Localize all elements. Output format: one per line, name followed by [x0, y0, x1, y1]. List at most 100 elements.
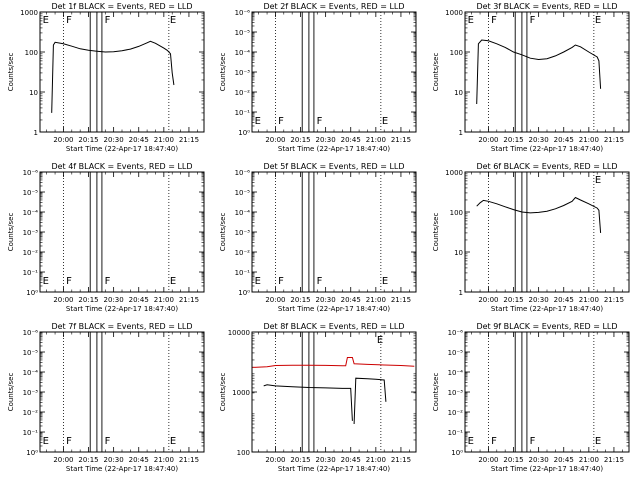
- x-tick-label: 21:15: [604, 456, 624, 464]
- y-tick-label: 10⁻¹: [235, 269, 251, 277]
- x-tick-label: 20:15: [503, 136, 523, 144]
- panel-title: Det 5f BLACK = Events, RED = LLD: [263, 162, 404, 171]
- y-axis-label: Counts/sec: [7, 53, 15, 92]
- x-axis-label: Start Time (22-Apr-17 18:47:40): [66, 465, 178, 473]
- y-axis-label: Counts/sec: [7, 373, 15, 412]
- interval-flag: F: [66, 276, 72, 287]
- x-tick-label: 21:15: [179, 296, 199, 304]
- x-tick-label: 20:00: [265, 136, 285, 144]
- x-tick-label: 20:45: [341, 296, 361, 304]
- y-axis-label: Counts/sec: [7, 213, 15, 252]
- interval-flag: F: [491, 15, 497, 26]
- y-tick-label: 10⁻⁵: [23, 189, 39, 197]
- plot-frame: [39, 11, 205, 133]
- interval-flag: F: [530, 436, 536, 447]
- y-tick-label: 10⁰: [238, 289, 250, 297]
- x-tick-label: 20:00: [478, 456, 498, 464]
- x-tick-label: 21:15: [179, 136, 199, 144]
- interval-flag: E: [255, 116, 261, 127]
- y-tick-label: 10⁻²: [23, 409, 39, 417]
- detector-panel-8: Det 8f BLACK = Events, RED = LLD Counts/s…: [219, 322, 417, 473]
- interval-flag: F: [105, 15, 111, 26]
- y-tick-label: 10⁻⁵: [448, 349, 464, 357]
- x-axis-label: Start Time (22-Apr-17 18:47:40): [491, 465, 603, 473]
- y-tick-label: 10⁻¹: [23, 429, 39, 437]
- y-tick-label: 1: [459, 129, 463, 137]
- x-tick-label: 20:45: [129, 456, 149, 464]
- data-series-line-3: [353, 377, 387, 425]
- y-tick-label: 10⁻⁶: [23, 169, 39, 177]
- x-tick-label: 21:15: [391, 296, 411, 304]
- x-tick-label: 20:15: [78, 456, 98, 464]
- x-tick-label: 20:30: [316, 456, 336, 464]
- x-tick-label: 21:00: [366, 136, 386, 144]
- interval-flag: E: [43, 276, 49, 287]
- detector-panel-6: Det 6f BLACK = Events, RED = LLD Counts/s…: [432, 162, 630, 313]
- y-tick-label: 10⁻⁴: [23, 209, 39, 217]
- x-tick-label: 21:00: [366, 456, 386, 464]
- x-tick-label: 21:15: [604, 296, 624, 304]
- x-tick-label: 20:00: [53, 456, 73, 464]
- y-tick-label: 10⁻³: [448, 389, 464, 397]
- interval-flag: F: [317, 276, 323, 287]
- y-tick-label: 10⁻⁴: [23, 369, 39, 377]
- y-tick-label: 10⁰: [238, 129, 250, 137]
- x-tick-label: 20:30: [316, 136, 336, 144]
- x-tick-label: 20:30: [529, 136, 549, 144]
- y-tick-label: 1: [459, 289, 463, 297]
- y-tick-label: 10⁻⁵: [235, 189, 251, 197]
- interval-flag: F: [278, 116, 284, 127]
- x-tick-label: 20:45: [129, 296, 149, 304]
- y-tick-label: 10⁻⁶: [235, 9, 251, 17]
- interval-flag: E: [170, 276, 176, 287]
- detector-panel-2: Det 2f BLACK = Events, RED = LLD Counts/s…: [219, 2, 417, 153]
- panel-title: Det 6f BLACK = Events, RED = LLD: [476, 162, 617, 171]
- interval-flag: E: [377, 335, 383, 346]
- y-axis-label: Counts/sec: [432, 53, 440, 92]
- y-axis-label: Counts/sec: [432, 213, 440, 252]
- detector-panel-7: Det 7f BLACK = Events, RED = LLD Counts/s…: [7, 322, 205, 473]
- x-tick-label: 20:45: [341, 456, 361, 464]
- panel-title: Det 7f BLACK = Events, RED = LLD: [51, 322, 192, 331]
- data-series-line-1: [251, 357, 415, 368]
- x-axis-label: Start Time (22-Apr-17 18:47:40): [278, 465, 390, 473]
- y-tick-label: 10⁻²: [235, 249, 251, 257]
- plot-frame: [39, 331, 205, 453]
- data-series-line-2: [263, 384, 353, 421]
- x-tick-label: 20:30: [104, 136, 124, 144]
- interval-flag: E: [595, 175, 601, 186]
- plot-frame: [251, 171, 417, 293]
- y-tick-label: 10⁻²: [235, 89, 251, 97]
- y-tick-label: 10⁰: [451, 449, 463, 457]
- panel-title: Det 3f BLACK = Events, RED = LLD: [476, 2, 617, 11]
- interval-flag: F: [278, 276, 284, 287]
- x-tick-label: 20:00: [478, 136, 498, 144]
- detector-panel-5: Det 5f BLACK = Events, RED = LLD Counts/s…: [219, 162, 417, 313]
- interval-flag: E: [595, 15, 601, 26]
- y-tick-label: 10⁻⁶: [448, 329, 464, 337]
- x-tick-label: 21:00: [579, 456, 599, 464]
- interval-flag: F: [491, 436, 497, 447]
- y-tick-label: 10⁻³: [23, 229, 39, 237]
- interval-flag: F: [105, 276, 111, 287]
- detector-panel-1: Det 1f BLACK = Events, RED = LLD Counts/s…: [7, 2, 205, 153]
- x-tick-label: 20:30: [529, 296, 549, 304]
- interval-flag: E: [43, 436, 49, 447]
- x-tick-label: 20:30: [104, 296, 124, 304]
- y-axis-label: Counts/sec: [219, 213, 227, 252]
- y-tick-label: 10: [29, 89, 38, 97]
- x-tick-label: 21:00: [366, 296, 386, 304]
- y-tick-label: 10⁻⁵: [23, 349, 39, 357]
- x-tick-label: 20:45: [341, 136, 361, 144]
- x-tick-label: 20:15: [290, 136, 310, 144]
- panel-title: Det 8f BLACK = Events, RED = LLD: [263, 322, 404, 331]
- y-tick-label: 1000: [232, 389, 250, 397]
- interval-flag: E: [170, 15, 176, 26]
- y-tick-label: 10⁻³: [235, 69, 251, 77]
- x-tick-label: 20:15: [78, 136, 98, 144]
- y-tick-label: 10⁻³: [235, 229, 251, 237]
- interval-flag: E: [468, 436, 474, 447]
- plot-frame: [464, 331, 630, 453]
- y-axis-label: Counts/sec: [432, 373, 440, 412]
